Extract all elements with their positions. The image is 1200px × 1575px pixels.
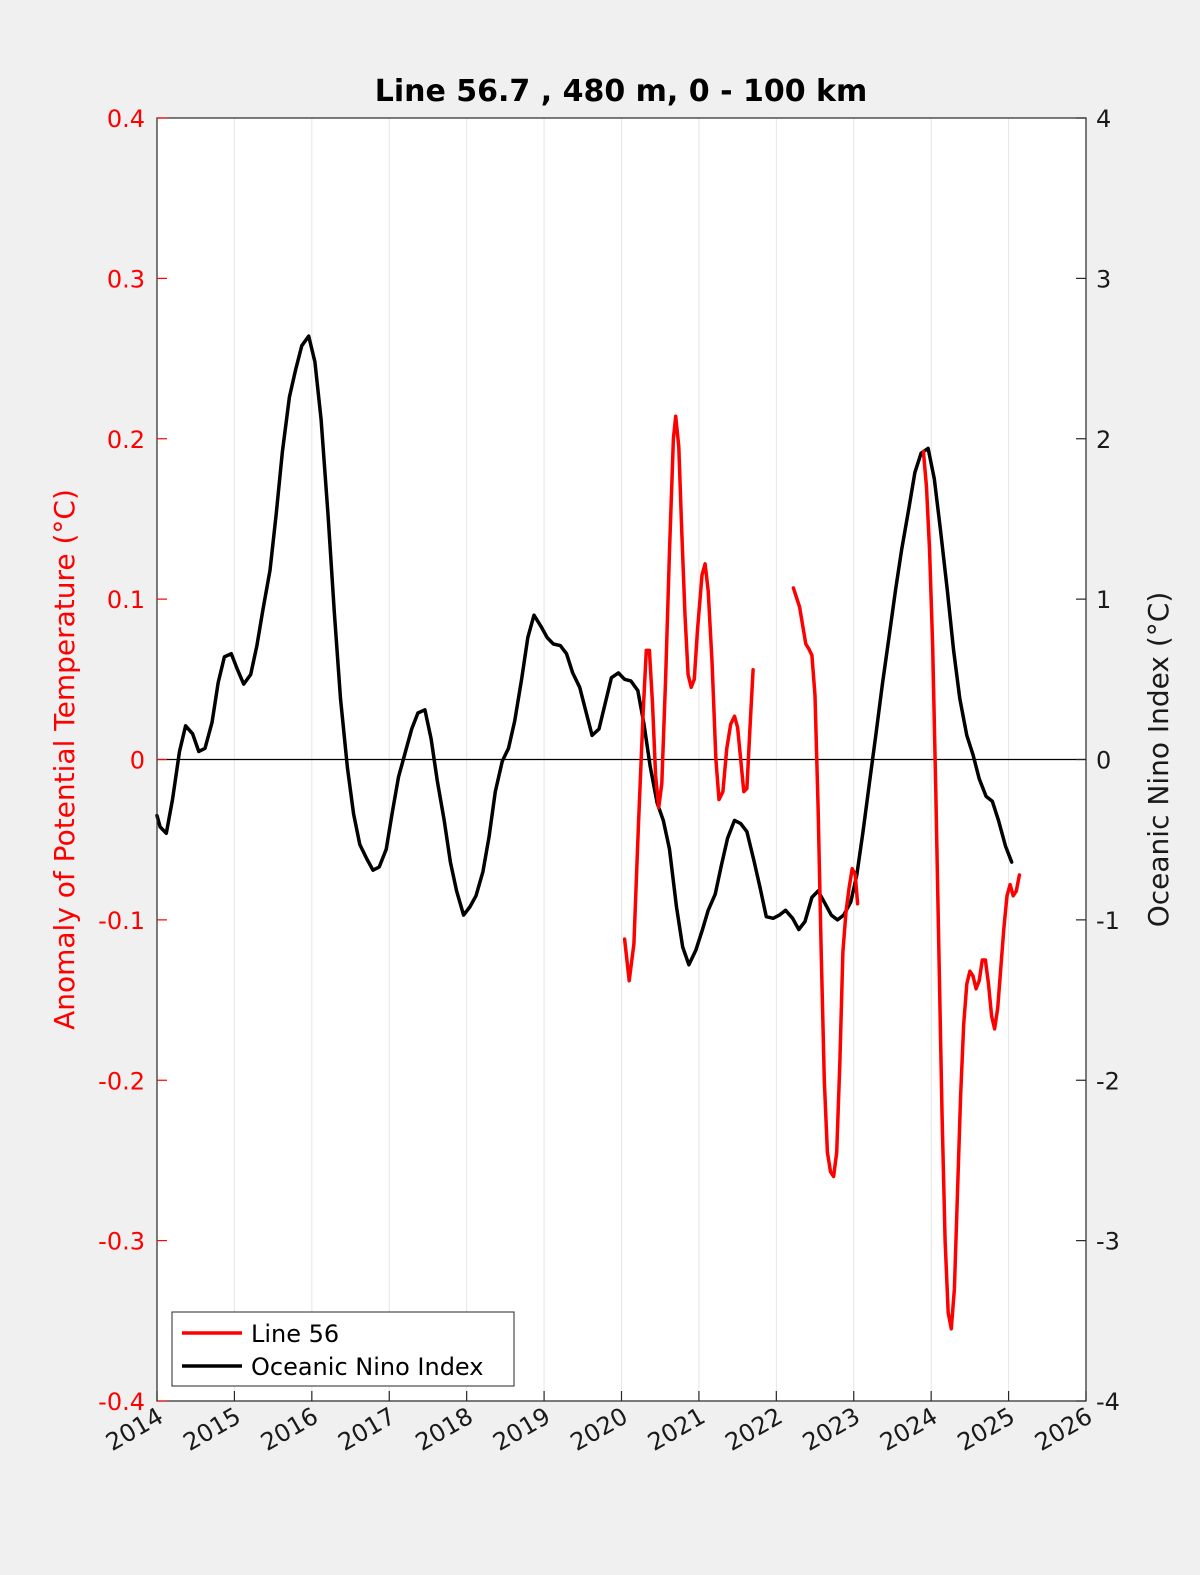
left-axis: 0.4 0.3 0.2 0.1 0 -0.1 -0.2 -0.3 -0.4 bbox=[98, 105, 167, 1416]
line-56-series-segment-1 bbox=[791, 586, 860, 1179]
right-tick-label: 2 bbox=[1096, 426, 1111, 454]
x-tick-label: 2021 bbox=[643, 1402, 710, 1457]
legend-box bbox=[171, 1311, 515, 1387]
left-tick-label: 0.1 bbox=[107, 586, 145, 614]
x-tick-label: 2022 bbox=[720, 1402, 787, 1457]
left-tick-label: 0.3 bbox=[107, 265, 145, 293]
right-tick-label: 1 bbox=[1096, 586, 1111, 614]
x-tick-label: 2019 bbox=[488, 1402, 555, 1457]
right-tick-label: 3 bbox=[1096, 265, 1111, 293]
left-tick-label: 0.4 bbox=[107, 105, 145, 133]
oni-series-segment-0 bbox=[155, 334, 1014, 967]
x-tick-label: 2016 bbox=[256, 1402, 323, 1457]
x-tick-label: 2018 bbox=[411, 1402, 478, 1457]
right-axis-label: Oceanic Nino Index (°C) bbox=[1142, 592, 1175, 928]
right-tick-label: -2 bbox=[1096, 1067, 1120, 1095]
left-tick-label: -0.1 bbox=[98, 907, 145, 935]
right-axis: 4 3 2 1 0 -1 -2 -3 -4 bbox=[1076, 105, 1120, 1416]
left-tick-label: -0.3 bbox=[98, 1228, 145, 1256]
x-tick-label: 2020 bbox=[566, 1402, 633, 1457]
legend-label-oni: Oceanic Nino Index bbox=[251, 1353, 483, 1381]
series-layer bbox=[155, 334, 1022, 1331]
legend-label-line-56: Line 56 bbox=[251, 1320, 339, 1348]
x-tick-label: 2017 bbox=[333, 1402, 400, 1457]
left-tick-label: 0.2 bbox=[107, 426, 145, 454]
x-tick-label: 2015 bbox=[179, 1402, 246, 1457]
line-56-series-segment-0 bbox=[622, 414, 755, 983]
legend: Line 56 Oceanic Nino Index bbox=[171, 1311, 515, 1387]
right-tick-label: 4 bbox=[1096, 105, 1111, 133]
right-tick-label: -4 bbox=[1096, 1388, 1120, 1416]
chart-title: Line 56.7 , 480 m, 0 - 100 km bbox=[375, 74, 868, 109]
right-tick-label: 0 bbox=[1096, 747, 1111, 775]
right-tick-label: -3 bbox=[1096, 1228, 1120, 1256]
x-tick-label: 2024 bbox=[875, 1402, 942, 1457]
x-tick-label: 2025 bbox=[953, 1402, 1020, 1457]
left-tick-label: 0 bbox=[130, 747, 145, 775]
left-tick-label: -0.2 bbox=[98, 1067, 145, 1095]
line-56-series-segment-2 bbox=[921, 449, 1022, 1331]
x-tick-label: 2026 bbox=[1030, 1402, 1097, 1457]
left-axis-label: Anomaly of Potential Temperature (°C) bbox=[48, 489, 81, 1030]
right-tick-label: -1 bbox=[1096, 907, 1120, 935]
x-tick-label: 2023 bbox=[798, 1402, 865, 1457]
left-tick-label: -0.4 bbox=[98, 1388, 145, 1416]
